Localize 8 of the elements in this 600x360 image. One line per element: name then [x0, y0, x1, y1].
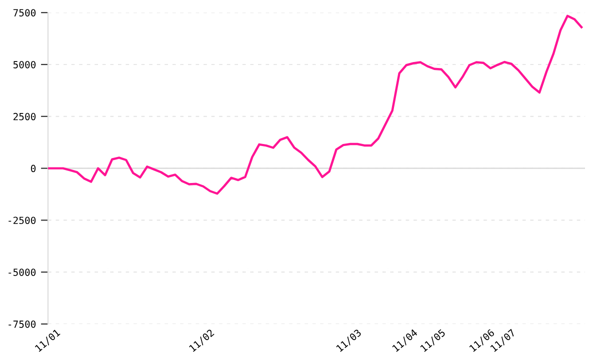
y-tick-label: -7500 — [8, 320, 36, 328]
y-tick-label: 5000 — [13, 61, 36, 68]
y-tick-label: 0 — [30, 164, 36, 172]
y-tick-label: -2500 — [8, 216, 36, 224]
y-tick-label: 7500 — [13, 9, 36, 16]
y-tick-label: 2500 — [14, 112, 36, 120]
y-tick-label: -5000 — [8, 268, 36, 276]
line-series — [48, 14, 583, 195]
